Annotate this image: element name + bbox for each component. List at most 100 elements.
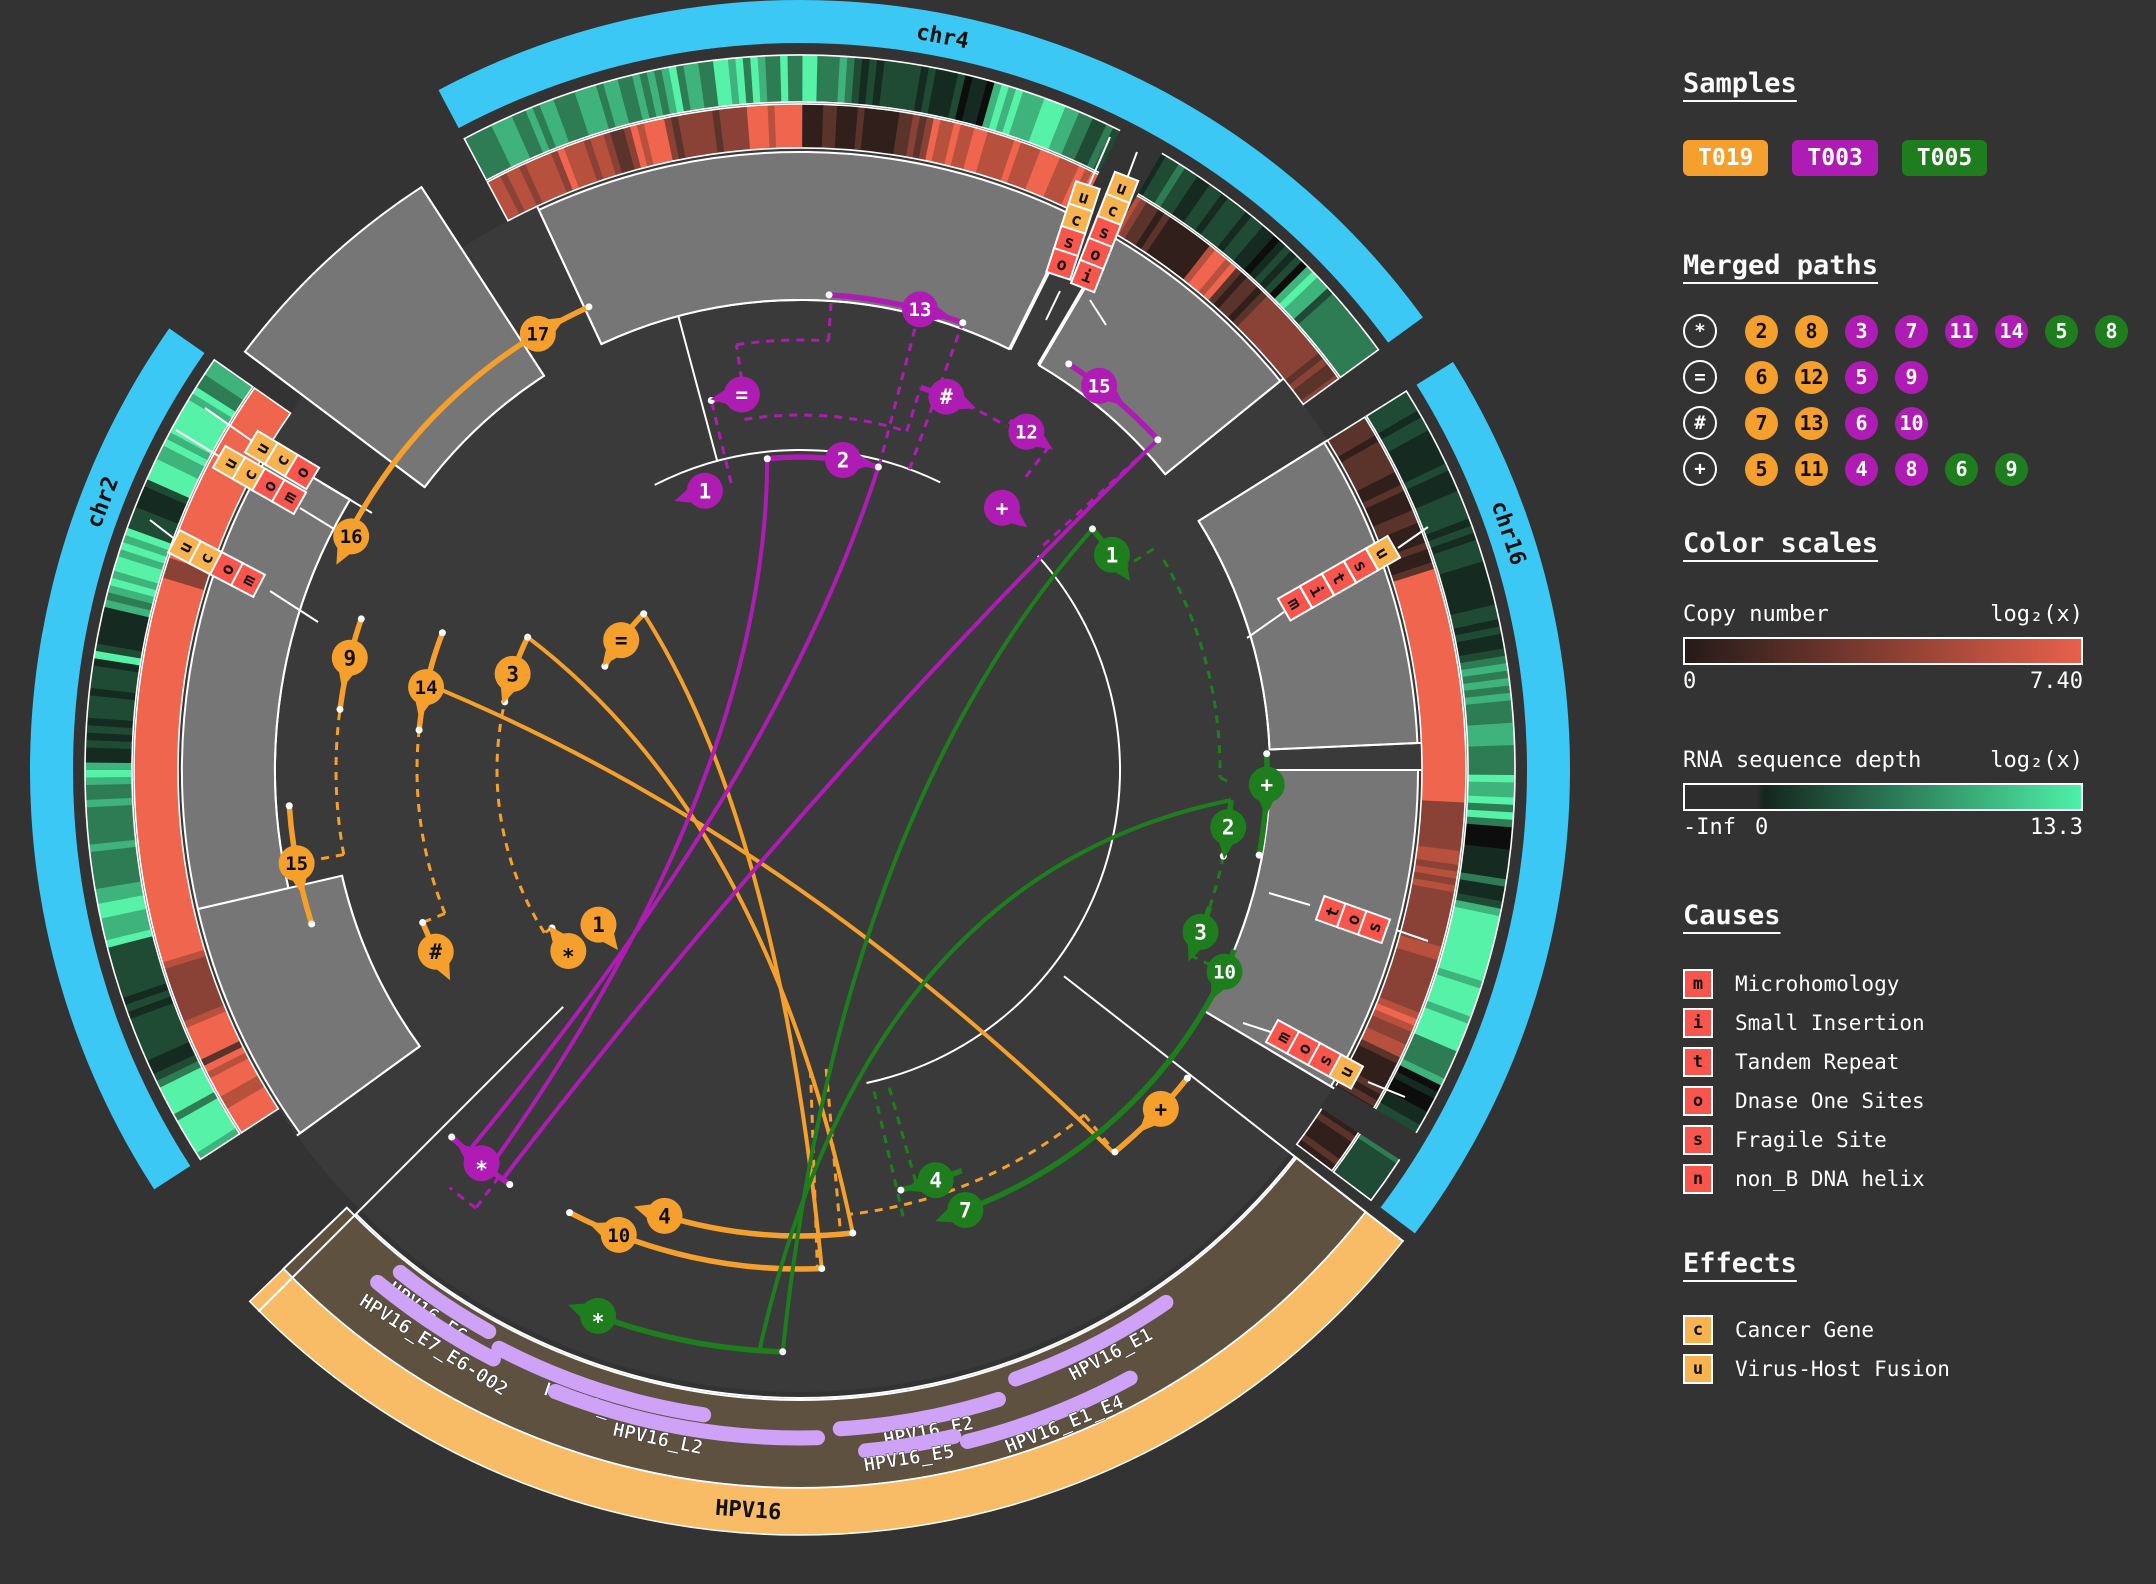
purple-node-2[interactable]: 2 bbox=[825, 441, 875, 478]
orange-node-=[interactable]: = bbox=[602, 622, 640, 666]
green-path-chord[interactable] bbox=[757, 798, 1232, 1352]
rna-depth-label: RNA sequence depth bbox=[1683, 748, 1922, 773]
purple-path-chord[interactable] bbox=[490, 458, 770, 1166]
orange-node-14[interactable]: 14 bbox=[408, 669, 445, 719]
rna-depth-bin bbox=[1377, 410, 1423, 442]
orange-path-chord[interactable] bbox=[642, 612, 824, 1269]
annotation-stack-box[interactable]: i bbox=[1069, 258, 1105, 294]
green-node-2[interactable]: 2 bbox=[1210, 809, 1247, 859]
path-endpoint-dot bbox=[506, 1180, 514, 1188]
green-path-dashed-arc bbox=[1162, 559, 1222, 778]
gene-bar[interactable] bbox=[1008, 1294, 1174, 1387]
gene-bar[interactable] bbox=[370, 1274, 501, 1367]
sample-chip-T019[interactable]: T019 bbox=[1683, 140, 1769, 176]
orange-node-17[interactable]: 17 bbox=[519, 315, 566, 352]
rna-depth-bin bbox=[113, 562, 161, 584]
orange-path-chord[interactable] bbox=[426, 681, 1114, 1153]
gene-bar[interactable] bbox=[392, 1264, 497, 1340]
green-node-*[interactable]: * bbox=[568, 1297, 617, 1334]
annotation-stack-box[interactable]: u bbox=[1327, 1053, 1365, 1090]
green-node-7[interactable]: 7 bbox=[935, 1191, 984, 1228]
green-node-10[interactable]: 10 bbox=[1206, 953, 1243, 1001]
orange-node-10[interactable]: 10 bbox=[588, 1216, 637, 1253]
annotation-stack-box[interactable]: s bbox=[1052, 224, 1087, 259]
annotation-stack-box[interactable]: u bbox=[1364, 534, 1402, 572]
purple-node-#[interactable]: # bbox=[928, 378, 977, 415]
copy-number-bin bbox=[1124, 201, 1154, 244]
purple-node-+[interactable]: + bbox=[983, 489, 1028, 528]
purple-path-arc[interactable] bbox=[828, 292, 964, 326]
annotation-stack-box[interactable]: s bbox=[1356, 909, 1392, 945]
purple-node-=[interactable]: = bbox=[710, 376, 760, 413]
orange-node-#[interactable]: # bbox=[417, 933, 454, 981]
orange-node-+[interactable]: + bbox=[1138, 1090, 1179, 1133]
orange-node-*[interactable]: * bbox=[548, 925, 587, 969]
gene-bar[interactable] bbox=[959, 1370, 1138, 1449]
copy-number-bin bbox=[1378, 990, 1423, 1015]
orange-node-3[interactable]: 3 bbox=[494, 655, 531, 705]
chromosome-band-chr2[interactable] bbox=[29, 328, 205, 1190]
green-path-arc[interactable] bbox=[940, 948, 1237, 1221]
orange-node-4[interactable]: 4 bbox=[633, 1197, 683, 1234]
copy-number-bin bbox=[200, 472, 244, 500]
orange-node-16[interactable]: 16 bbox=[333, 518, 370, 565]
purple-path-chord[interactable] bbox=[500, 438, 1160, 1181]
copy-number-bin bbox=[643, 120, 662, 166]
causes-title: Causes bbox=[1683, 900, 1781, 931]
annotation-stack-box[interactable]: m bbox=[229, 561, 267, 599]
orange-node-15[interactable]: 15 bbox=[278, 845, 315, 895]
orange-node-1[interactable]: 1 bbox=[580, 906, 618, 951]
rna-depth-bin bbox=[195, 1126, 240, 1160]
annotation-stack-box[interactable]: m bbox=[1264, 1018, 1302, 1056]
rna-depth-bin bbox=[1461, 858, 1509, 874]
copy-number-bin bbox=[1405, 615, 1450, 634]
green-node-1[interactable]: 1 bbox=[1093, 536, 1131, 582]
annotation-stack-box[interactable]: o bbox=[283, 453, 321, 491]
rna-depth-bin bbox=[180, 1102, 226, 1134]
copy-number-scale: Copy number log₂(x) 0 7.40 bbox=[1683, 602, 2083, 694]
rna-depth-bin bbox=[1385, 1083, 1432, 1114]
annotation-stack-box[interactable]: o bbox=[1045, 246, 1080, 281]
copy-number-bin bbox=[1407, 897, 1452, 915]
orange-node-9[interactable]: 9 bbox=[331, 639, 368, 689]
purple-node-12[interactable]: 12 bbox=[1008, 413, 1054, 450]
gene-bar[interactable] bbox=[491, 1340, 712, 1423]
annotation-stack-box[interactable]: c bbox=[231, 455, 269, 493]
green-node-4[interactable]: 4 bbox=[905, 1162, 954, 1199]
green-node-+[interactable]: + bbox=[1248, 766, 1285, 817]
purple-node-*[interactable]: * bbox=[456, 1143, 500, 1181]
annotation-stack-box[interactable]: m bbox=[270, 478, 308, 516]
purple-node-1[interactable]: 1 bbox=[674, 472, 723, 509]
rna-depth-bin bbox=[1288, 282, 1329, 321]
rna-depth-bin bbox=[947, 72, 967, 121]
annotation-stack-box[interactable]: s bbox=[1342, 547, 1380, 585]
rna-depth-min: -Inf bbox=[1683, 815, 1736, 840]
orange-path-chord[interactable] bbox=[526, 635, 855, 1234]
copy-number-bin bbox=[1418, 826, 1464, 839]
green-node-3[interactable]: 3 bbox=[1182, 913, 1219, 962]
merged-path-row: #7 13 6 10 bbox=[1683, 400, 2145, 446]
rna-depth-bin bbox=[1048, 106, 1074, 153]
annotation-stack-box[interactable]: c bbox=[1059, 202, 1094, 237]
gene-bar[interactable] bbox=[858, 1428, 962, 1459]
copy-number-bin bbox=[147, 630, 192, 648]
annotation-stack-box[interactable]: t bbox=[1320, 559, 1358, 597]
chromosome-band-chr4[interactable] bbox=[438, 0, 1423, 343]
copy-number-bin bbox=[1390, 561, 1436, 583]
rna-depth-bin bbox=[1448, 920, 1497, 940]
copy-number-bin bbox=[1367, 496, 1411, 522]
sample-chip-T005[interactable]: T005 bbox=[1901, 140, 1988, 176]
purple-node-13[interactable]: 13 bbox=[901, 291, 951, 328]
rna-depth-bin bbox=[91, 859, 140, 875]
rna-depth-bin bbox=[1416, 1020, 1463, 1046]
gene-bar[interactable] bbox=[832, 1391, 1006, 1437]
sample-chip-T003[interactable]: T003 bbox=[1792, 140, 1878, 176]
rna-depth-bin bbox=[981, 82, 1004, 130]
purple-path-chord[interactable] bbox=[462, 466, 881, 1158]
hpv16-band[interactable] bbox=[248, 1210, 1404, 1536]
merged-path-step: 9 bbox=[1895, 360, 1928, 394]
purple-node-15[interactable]: 15 bbox=[1081, 367, 1125, 406]
gene-bar[interactable] bbox=[547, 1384, 825, 1446]
chromosome-band-chr16[interactable] bbox=[1380, 361, 1570, 1234]
annotation-stack-box[interactable]: m bbox=[1276, 584, 1314, 622]
